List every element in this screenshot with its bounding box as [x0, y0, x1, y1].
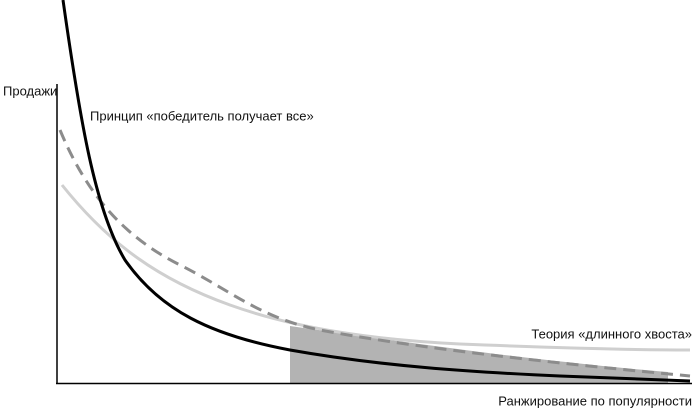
winner-curve [61, 0, 691, 383]
light-curve [60, 184, 691, 352]
x-axis-label: Ранжирование по популярности [498, 393, 692, 408]
winner-label: Принцип «победитель получает все» [90, 108, 314, 123]
dashed-curve [58, 129, 691, 378]
y-axis-label: Продажи [3, 83, 57, 98]
long-tail-label: Теория «длинного хвоста» [531, 326, 692, 341]
